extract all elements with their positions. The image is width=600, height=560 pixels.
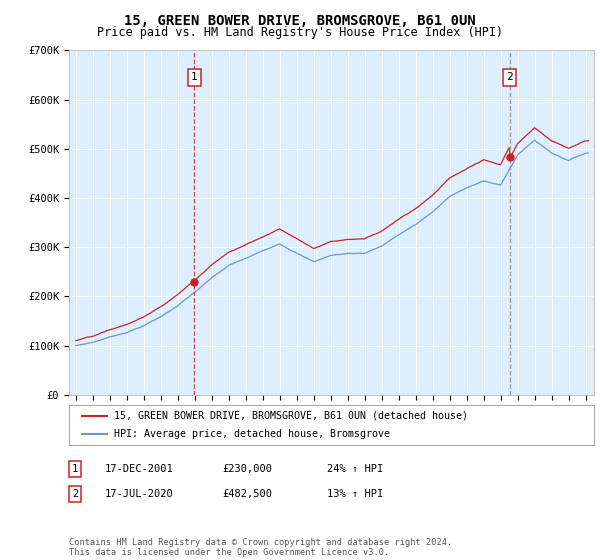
Text: 13% ↑ HPI: 13% ↑ HPI	[327, 489, 383, 499]
Text: £482,500: £482,500	[222, 489, 272, 499]
Text: 17-DEC-2001: 17-DEC-2001	[105, 464, 174, 474]
Text: 1: 1	[191, 72, 197, 82]
Text: Price paid vs. HM Land Registry's House Price Index (HPI): Price paid vs. HM Land Registry's House …	[97, 26, 503, 39]
Text: £230,000: £230,000	[222, 464, 272, 474]
Text: 1: 1	[72, 464, 78, 474]
Text: HPI: Average price, detached house, Bromsgrove: HPI: Average price, detached house, Brom…	[113, 430, 389, 439]
Text: 24% ↑ HPI: 24% ↑ HPI	[327, 464, 383, 474]
Text: 17-JUL-2020: 17-JUL-2020	[105, 489, 174, 499]
Text: 15, GREEN BOWER DRIVE, BROMSGROVE, B61 0UN (detached house): 15, GREEN BOWER DRIVE, BROMSGROVE, B61 0…	[113, 411, 467, 421]
Text: Contains HM Land Registry data © Crown copyright and database right 2024.
This d: Contains HM Land Registry data © Crown c…	[69, 538, 452, 557]
Text: 15, GREEN BOWER DRIVE, BROMSGROVE, B61 0UN: 15, GREEN BOWER DRIVE, BROMSGROVE, B61 0…	[124, 14, 476, 28]
Text: 2: 2	[72, 489, 78, 499]
Text: 2: 2	[506, 72, 513, 82]
